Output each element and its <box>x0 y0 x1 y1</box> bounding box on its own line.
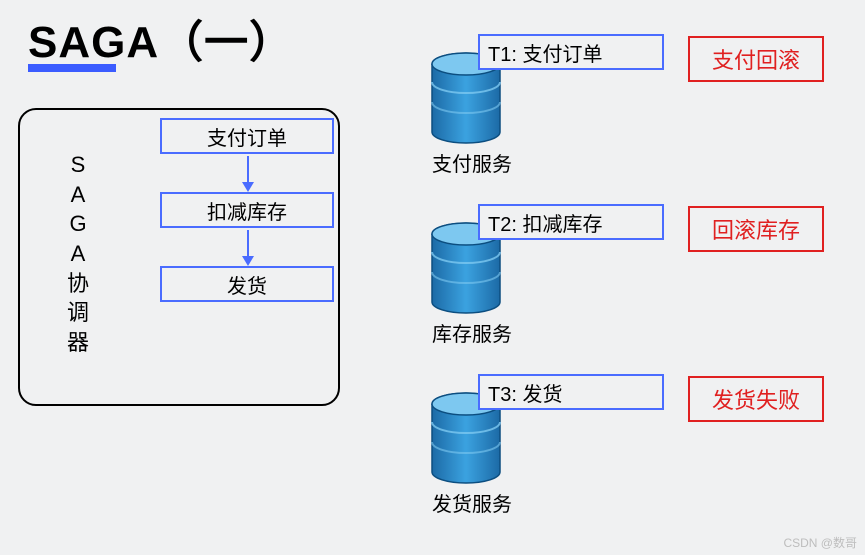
step-box-deduct-stock: 扣减库存 <box>160 192 334 228</box>
step-box-pay: 支付订单 <box>160 118 334 154</box>
tx-label-t2: T2: 扣减库存 <box>478 204 664 240</box>
vlabel-char: 协 <box>66 269 90 299</box>
vlabel-char: A <box>66 239 90 269</box>
vlabel-char: 调 <box>66 298 90 328</box>
service-caption-inventory: 库存服务 <box>432 318 512 347</box>
vlabel-char: S <box>66 150 90 180</box>
watermark-text: CSDN @数哥 <box>783 534 857 551</box>
rollback-box-shipping: 发货失败 <box>688 376 824 422</box>
page-title: SAGA（一） <box>28 6 294 70</box>
vlabel-char: G <box>66 209 90 239</box>
vlabel-char: 器 <box>66 328 90 358</box>
tx-label-t3: T3: 发货 <box>478 374 664 410</box>
arrow-step2-step3 <box>247 230 249 264</box>
tx-label-t1: T1: 支付订单 <box>478 34 664 70</box>
service-caption-payment: 支付服务 <box>432 148 512 177</box>
vlabel-char: A <box>66 180 90 210</box>
service-caption-shipping: 发货服务 <box>432 488 512 517</box>
rollback-box-inventory: 回滚库存 <box>688 206 824 252</box>
step-box-ship: 发货 <box>160 266 334 302</box>
title-underline <box>28 64 116 72</box>
rollback-box-payment: 支付回滚 <box>688 36 824 82</box>
arrow-step1-step2 <box>247 156 249 190</box>
coordinator-vertical-label: S A G A 协 调 器 <box>66 150 90 358</box>
